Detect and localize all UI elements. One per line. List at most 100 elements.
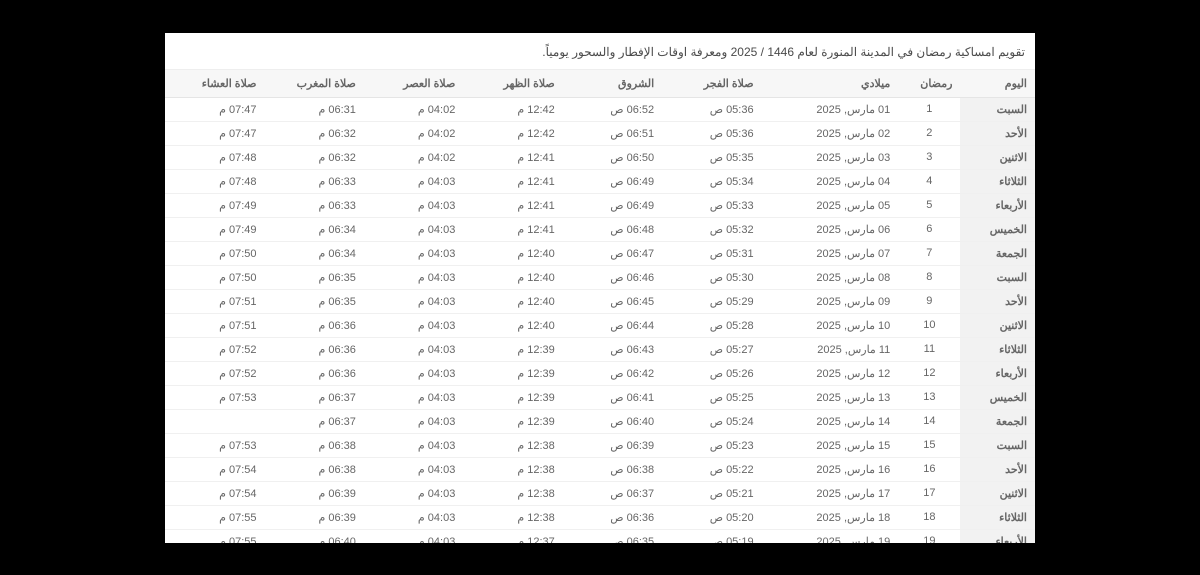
cell-maghrib: 06:40 م: [264, 529, 363, 543]
cell-isha: 07:55 م: [165, 505, 264, 529]
cell-dayname: السبت: [960, 265, 1035, 289]
cell-shuruq: 06:41 ص: [563, 385, 662, 409]
cell-isha: 07:52 م: [165, 337, 264, 361]
cell-isha: [165, 409, 264, 433]
cell-maghrib: 06:35 م: [264, 289, 363, 313]
cell-asr: 04:03 م: [364, 361, 463, 385]
cell-fajr: 05:20 ص: [662, 505, 761, 529]
cell-gregorian-date: 13 مارس, 2025: [762, 385, 899, 409]
cell-dhuhr: 12:38 م: [463, 505, 562, 529]
cell-shuruq: 06:37 ص: [563, 481, 662, 505]
col-fajr: صلاة الفجر: [662, 70, 761, 98]
cell-maghrib: 06:39 م: [264, 505, 363, 529]
cell-gregorian-date: 07 مارس, 2025: [762, 241, 899, 265]
cell-ramadan-day: 16: [898, 457, 960, 481]
cell-fajr: 05:24 ص: [662, 409, 761, 433]
cell-dhuhr: 12:42 م: [463, 97, 562, 121]
table-row: الخميس1313 مارس, 202505:25 ص06:41 ص12:39…: [165, 385, 1035, 409]
cell-ramadan-day: 17: [898, 481, 960, 505]
table-row: الأربعاء1212 مارس, 202505:26 ص06:42 ص12:…: [165, 361, 1035, 385]
table-row: السبت101 مارس, 202505:36 ص06:52 ص12:42 م…: [165, 97, 1035, 121]
cell-isha: 07:49 م: [165, 193, 264, 217]
cell-dhuhr: 12:41 م: [463, 193, 562, 217]
cell-shuruq: 06:43 ص: [563, 337, 662, 361]
cell-gregorian-date: 03 مارس, 2025: [762, 145, 899, 169]
imsakiya-card: تقويم امساكية رمضان في المدينة المنورة ل…: [165, 33, 1035, 543]
cell-maghrib: 06:39 م: [264, 481, 363, 505]
cell-asr: 04:02 م: [364, 121, 463, 145]
cell-asr: 04:03 م: [364, 409, 463, 433]
cell-gregorian-date: 04 مارس, 2025: [762, 169, 899, 193]
cell-ramadan-day: 1: [898, 97, 960, 121]
table-row: الأحد909 مارس, 202505:29 ص06:45 ص12:40 م…: [165, 289, 1035, 313]
cell-asr: 04:03 م: [364, 337, 463, 361]
cell-dayname: الأحد: [960, 457, 1035, 481]
cell-isha: 07:50 م: [165, 241, 264, 265]
cell-dayname: الثلاثاء: [960, 505, 1035, 529]
table-row: الجمعة707 مارس, 202505:31 ص06:47 ص12:40 …: [165, 241, 1035, 265]
cell-maghrib: 06:37 م: [264, 385, 363, 409]
col-maghrib: صلاة المغرب: [264, 70, 363, 98]
cell-asr: 04:03 م: [364, 457, 463, 481]
cell-isha: 07:48 م: [165, 169, 264, 193]
cell-isha: 07:50 م: [165, 265, 264, 289]
prayer-times-table: اليوم رمضان ميلادي صلاة الفجر الشروق صلا…: [165, 70, 1035, 543]
cell-ramadan-day: 4: [898, 169, 960, 193]
cell-dhuhr: 12:40 م: [463, 313, 562, 337]
cell-isha: 07:51 م: [165, 289, 264, 313]
cell-gregorian-date: 14 مارس, 2025: [762, 409, 899, 433]
cell-maghrib: 06:35 م: [264, 265, 363, 289]
table-header: اليوم رمضان ميلادي صلاة الفجر الشروق صلا…: [165, 70, 1035, 98]
cell-ramadan-day: 19: [898, 529, 960, 543]
cell-dhuhr: 12:39 م: [463, 361, 562, 385]
cell-shuruq: 06:35 ص: [563, 529, 662, 543]
cell-fajr: 05:34 ص: [662, 169, 761, 193]
cell-asr: 04:03 م: [364, 433, 463, 457]
cell-isha: 07:47 م: [165, 121, 264, 145]
cell-fajr: 05:21 ص: [662, 481, 761, 505]
cell-gregorian-date: 19 مارس, 2025: [762, 529, 899, 543]
col-asr: صلاة العصر: [364, 70, 463, 98]
table-row: الأحد1616 مارس, 202505:22 ص06:38 ص12:38 …: [165, 457, 1035, 481]
cell-shuruq: 06:44 ص: [563, 313, 662, 337]
cell-shuruq: 06:38 ص: [563, 457, 662, 481]
cell-maghrib: 06:37 م: [264, 409, 363, 433]
cell-fajr: 05:36 ص: [662, 97, 761, 121]
cell-asr: 04:03 م: [364, 529, 463, 543]
cell-ramadan-day: 8: [898, 265, 960, 289]
cell-isha: 07:47 م: [165, 97, 264, 121]
cell-dhuhr: 12:38 م: [463, 481, 562, 505]
cell-maghrib: 06:36 م: [264, 337, 363, 361]
cell-shuruq: 06:52 ص: [563, 97, 662, 121]
col-day: اليوم: [960, 70, 1035, 98]
cell-dayname: الجمعة: [960, 241, 1035, 265]
cell-gregorian-date: 05 مارس, 2025: [762, 193, 899, 217]
cell-gregorian-date: 12 مارس, 2025: [762, 361, 899, 385]
cell-shuruq: 06:51 ص: [563, 121, 662, 145]
cell-shuruq: 06:49 ص: [563, 169, 662, 193]
cell-shuruq: 06:49 ص: [563, 193, 662, 217]
cell-ramadan-day: 2: [898, 121, 960, 145]
cell-ramadan-day: 14: [898, 409, 960, 433]
cell-dhuhr: 12:40 م: [463, 289, 562, 313]
cell-maghrib: 06:38 م: [264, 433, 363, 457]
cell-fajr: 05:28 ص: [662, 313, 761, 337]
cell-ramadan-day: 15: [898, 433, 960, 457]
page-title: تقويم امساكية رمضان في المدينة المنورة ل…: [165, 39, 1035, 70]
cell-gregorian-date: 16 مارس, 2025: [762, 457, 899, 481]
table-row: الخميس606 مارس, 202505:32 ص06:48 ص12:41 …: [165, 217, 1035, 241]
cell-isha: 07:55 م: [165, 529, 264, 543]
cell-dayname: الأحد: [960, 121, 1035, 145]
cell-shuruq: 06:36 ص: [563, 505, 662, 529]
cell-asr: 04:03 م: [364, 193, 463, 217]
cell-dhuhr: 12:38 م: [463, 433, 562, 457]
col-shuruq: الشروق: [563, 70, 662, 98]
table-row: الاثنين1010 مارس, 202505:28 ص06:44 ص12:4…: [165, 313, 1035, 337]
cell-fajr: 05:27 ص: [662, 337, 761, 361]
table-row: الأربعاء505 مارس, 202505:33 ص06:49 ص12:4…: [165, 193, 1035, 217]
cell-dayname: الخميس: [960, 217, 1035, 241]
cell-dayname: الأحد: [960, 289, 1035, 313]
cell-gregorian-date: 11 مارس, 2025: [762, 337, 899, 361]
cell-fajr: 05:32 ص: [662, 217, 761, 241]
cell-ramadan-day: 5: [898, 193, 960, 217]
